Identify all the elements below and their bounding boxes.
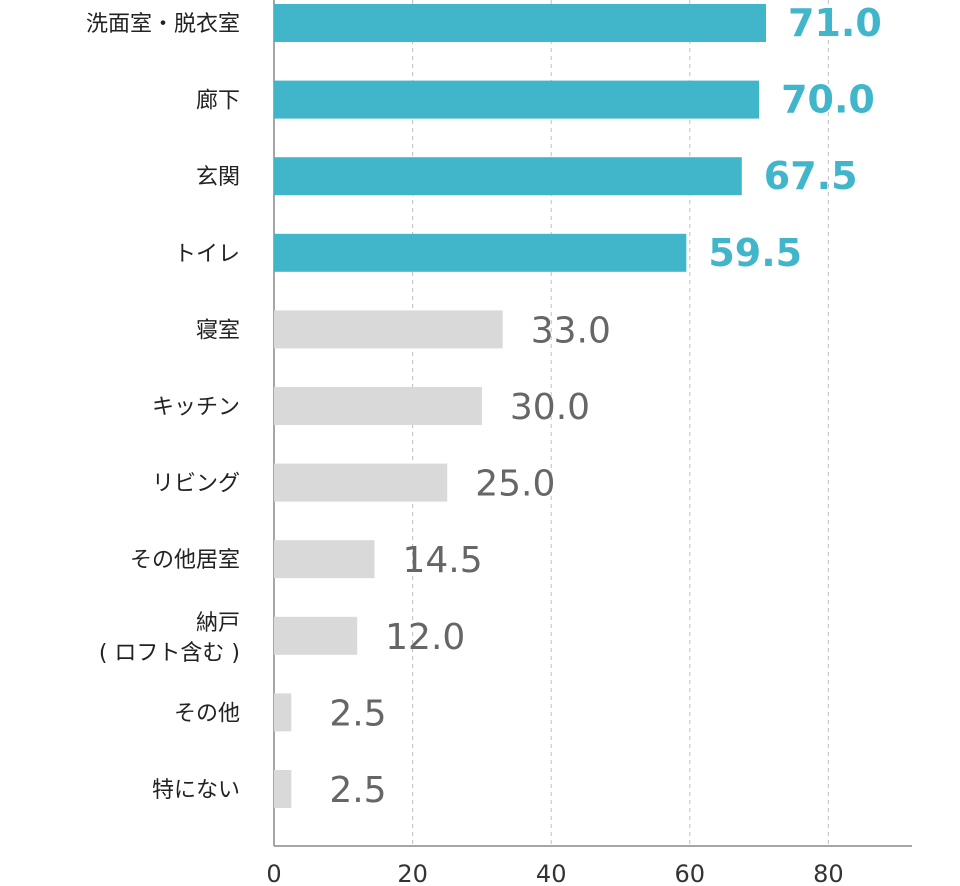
- category-label: 寝室: [196, 318, 240, 343]
- value-label: 30.0: [510, 387, 590, 428]
- bar: [274, 693, 292, 732]
- bar: [274, 387, 482, 425]
- x-tick-label: 20: [397, 860, 428, 886]
- bar: [274, 157, 742, 196]
- category-label: 廊下: [196, 89, 240, 114]
- bar: [274, 463, 448, 502]
- bar: [274, 770, 292, 808]
- value-label: 14.5: [402, 540, 482, 581]
- bar: [274, 233, 687, 272]
- value-label: 70.0: [781, 78, 875, 122]
- bar: [274, 540, 375, 579]
- category-label: その他居室: [130, 548, 240, 573]
- value-label: 12.0: [385, 617, 465, 658]
- x-tick-label: 40: [536, 860, 567, 886]
- value-label: 2.5: [329, 693, 386, 734]
- value-label: 59.5: [708, 231, 802, 275]
- bar: [274, 4, 767, 42]
- value-label: 25.0: [475, 464, 555, 505]
- bar: [274, 616, 358, 655]
- category-label: リビング: [152, 472, 240, 497]
- x-tick-label: 60: [675, 860, 706, 886]
- value-label: 71.0: [788, 1, 882, 45]
- x-tick-label: 0: [266, 860, 281, 886]
- value-label: 67.5: [764, 154, 858, 198]
- category-label: 特にない: [152, 778, 240, 803]
- value-label: 33.0: [531, 310, 611, 351]
- bar: [274, 310, 503, 349]
- category-label: トイレ: [174, 242, 240, 267]
- category-label: キッチン: [152, 395, 240, 420]
- category-label: 納戸( ロフト含む ): [99, 611, 240, 666]
- value-label: 2.5: [329, 770, 386, 811]
- category-label: 洗面室・脱衣室: [86, 12, 240, 37]
- category-label: その他: [174, 701, 240, 726]
- category-label: 玄関: [196, 165, 240, 190]
- bar: [274, 80, 760, 119]
- x-tick-label: 80: [813, 860, 844, 886]
